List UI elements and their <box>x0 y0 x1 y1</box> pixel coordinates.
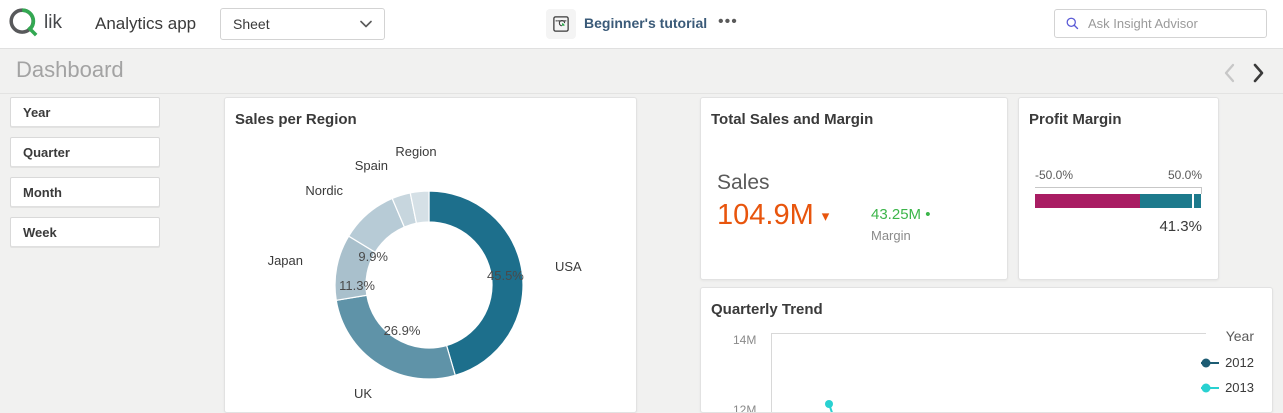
svg-text:45.5%: 45.5% <box>487 268 524 283</box>
svg-text:Nordic: Nordic <box>305 183 343 198</box>
svg-text:26.9%: 26.9% <box>384 323 421 338</box>
svg-text:UK: UK <box>354 386 372 401</box>
svg-text:USA: USA <box>555 259 582 274</box>
svg-text:Japan: Japan <box>268 253 303 268</box>
svg-text:Spain: Spain <box>355 158 388 173</box>
svg-text:Region: Region <box>395 144 436 159</box>
svg-text:11.3%: 11.3% <box>339 278 375 293</box>
svg-text:9.9%: 9.9% <box>358 249 388 264</box>
